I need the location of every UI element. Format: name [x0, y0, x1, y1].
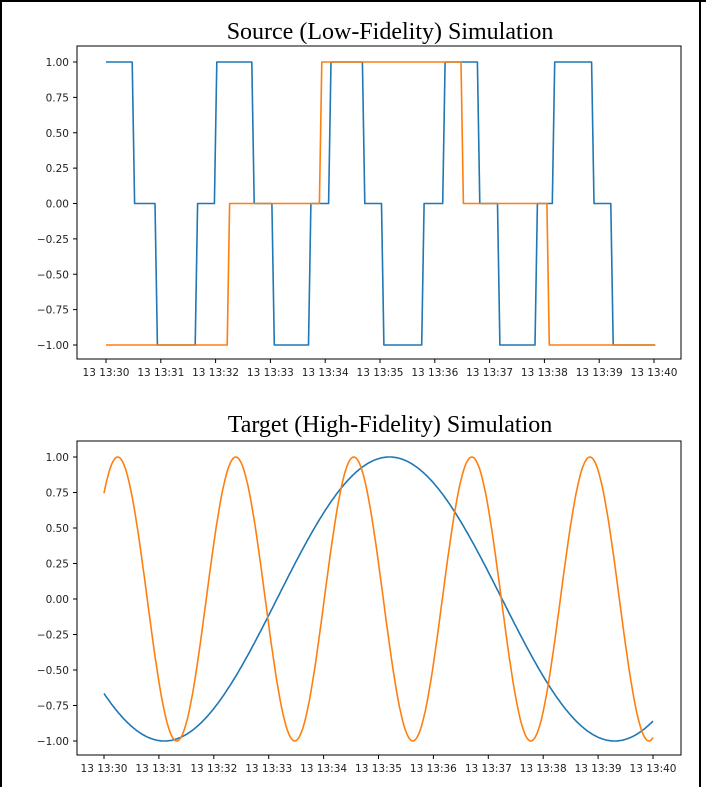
- y-tick-label: −1.00: [37, 340, 69, 352]
- chart-2-title: Target (High-Fidelity) Simulation: [228, 412, 553, 438]
- chart-2-series-1-line: [103, 456, 654, 742]
- x-tick-label: 13 13:31: [137, 367, 184, 379]
- x-tick-label: 13 13:32: [192, 367, 239, 379]
- x-tick-label: 13 13:33: [245, 763, 292, 775]
- x-tick-label: 13 13:30: [81, 763, 128, 775]
- chart-2-plot-area: [76, 440, 682, 756]
- chart-1-title: Source (Low-Fidelity) Simulation: [227, 19, 554, 45]
- x-tick-label: 13 13:33: [247, 367, 294, 379]
- x-tick-label: 13 13:37: [466, 367, 513, 379]
- y-tick-label: −0.25: [37, 234, 69, 246]
- x-tick-label: 13 13:32: [190, 763, 237, 775]
- y-tick-label: −0.25: [37, 630, 69, 642]
- x-tick-label: 13 13:37: [465, 763, 512, 775]
- x-tick-label: 13 13:31: [135, 763, 182, 775]
- y-tick-label: −0.50: [37, 269, 69, 281]
- chart-1-y-axis: 1.00 0.75 0.50 0.25 0.00 −0.25 −0.50 −0.75 −1.00: [37, 57, 77, 352]
- x-tick-label: 13 13:39: [576, 367, 623, 379]
- y-tick-label: 0.50: [46, 523, 69, 535]
- y-tick-label: 0.75: [46, 92, 69, 104]
- chart-2-series-2-line: [103, 456, 654, 742]
- frame-border-left: [0, 0, 2, 787]
- frame-border-bottom: [0, 390, 2, 391]
- chart-1-series-2-line: [106, 61, 656, 346]
- chart-2-x-axis: 13 13:30 13 13:31 13 13:32 13 13:33 13 13:34…: [81, 755, 677, 775]
- chart-2-y-axis: 1.00 0.75 0.50 0.25 0.00 −0.25 −0.50 −0.75 −1.00: [37, 452, 77, 748]
- y-tick-label: 1.00: [46, 57, 69, 69]
- y-tick-label: −0.50: [37, 665, 69, 677]
- chart-1-series-1-line: [106, 61, 656, 346]
- y-tick-label: 0.25: [46, 163, 69, 175]
- x-tick-label: 13 13:36: [410, 763, 457, 775]
- y-tick-label: 0.50: [46, 128, 69, 140]
- x-tick-label: 13 13:38: [520, 763, 567, 775]
- y-tick-label: −0.75: [37, 305, 69, 317]
- chart-1: Source (Low-Fidelity) Simulation 1.00 0.7…: [37, 19, 682, 379]
- y-tick-label: −0.75: [37, 701, 69, 713]
- y-tick-label: 0.00: [46, 594, 69, 606]
- x-tick-label: 13 13:39: [575, 763, 622, 775]
- frame-border-top: [0, 0, 706, 2]
- x-tick-label: 13 13:34: [302, 367, 349, 379]
- x-tick-label: 13 13:34: [300, 763, 347, 775]
- y-tick-label: 0.25: [46, 559, 69, 571]
- x-tick-label: 13 13:40: [630, 763, 677, 775]
- frame-border-right: [699, 0, 701, 787]
- y-tick-label: −1.00: [37, 736, 69, 748]
- x-tick-label: 13 13:40: [631, 367, 678, 379]
- y-tick-label: 0.75: [46, 488, 69, 500]
- chart-1-x-axis: 13 13:30 13 13:31 13 13:32 13 13:33 13 13:34…: [83, 359, 678, 379]
- x-tick-label: 13 13:38: [521, 367, 568, 379]
- x-tick-label: 13 13:30: [83, 367, 130, 379]
- x-tick-label: 13 13:36: [411, 367, 458, 379]
- chart-1-plot-area: [76, 45, 682, 360]
- x-tick-label: 13 13:35: [355, 763, 402, 775]
- chart-1-series: [106, 61, 656, 346]
- y-tick-label: 0.00: [46, 199, 69, 211]
- y-tick-label: 1.00: [46, 452, 69, 464]
- chart-2: Target (High-Fidelity) Simulation 1.00 0.…: [37, 412, 682, 775]
- chart-2-series: [103, 456, 654, 742]
- x-tick-label: 13 13:35: [357, 367, 404, 379]
